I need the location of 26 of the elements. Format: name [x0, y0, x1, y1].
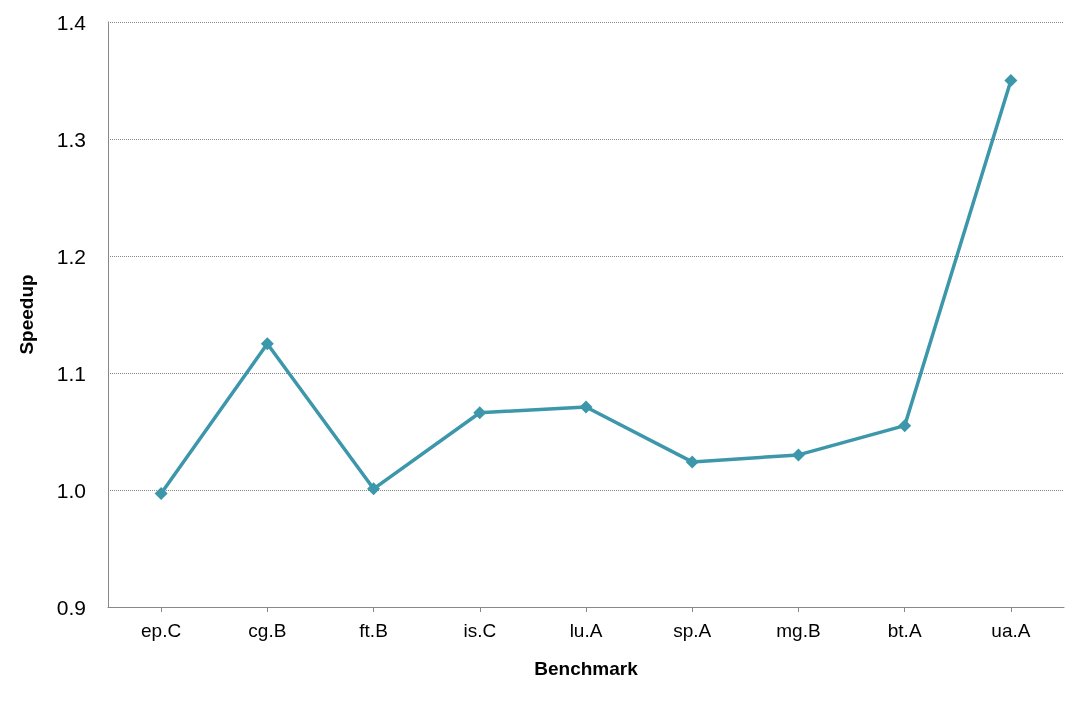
x-tick-label: ua.A: [991, 620, 1031, 641]
y-tick-label: 1.1: [56, 361, 86, 385]
point: [154, 487, 168, 501]
point: [579, 400, 593, 414]
point: [367, 482, 381, 496]
point: [685, 455, 699, 469]
point: [1004, 74, 1018, 87]
y-tick-label: 1.4: [56, 10, 87, 34]
point: [898, 419, 912, 433]
x-axis-title: Benchmark: [534, 658, 639, 679]
x-tick-label: ft.B: [359, 620, 388, 641]
y-tick-label: 0.9: [56, 595, 86, 619]
x-tick-label: cg.B: [248, 620, 287, 641]
y-axis-title: Speedup: [16, 274, 37, 355]
x-tick-label: lu.A: [569, 620, 603, 641]
y-tick-label: 1.2: [56, 244, 86, 268]
x-tick-label: mg.B: [776, 620, 821, 641]
x-tick-label: sp.A: [673, 620, 712, 641]
point: [260, 337, 274, 351]
x-tick-label: bt.A: [887, 620, 922, 641]
x-tick-label: ep.C: [141, 620, 182, 641]
point: [473, 406, 487, 420]
y-tick-label: 1.3: [56, 127, 86, 151]
point: [791, 448, 805, 462]
x-tick-label: is.C: [463, 620, 497, 641]
y-tick-label: 1.0: [56, 478, 86, 502]
